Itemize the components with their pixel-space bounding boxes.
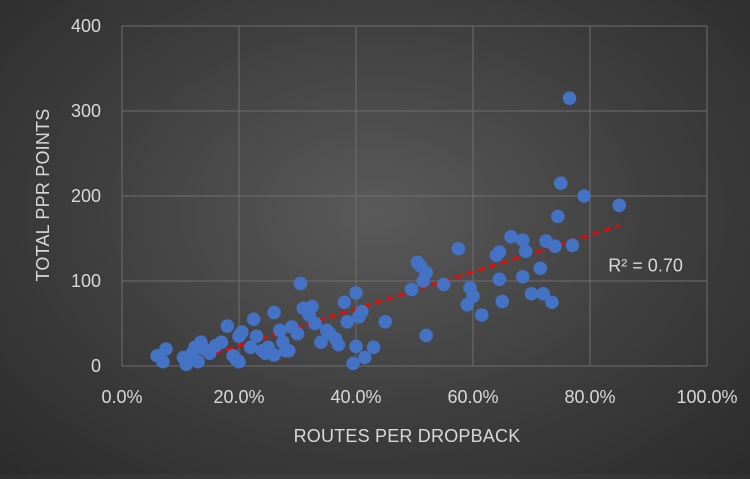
y-axis-ticks: 0 100 200 300 400 [71,16,101,376]
data-point [466,289,480,304]
data-point [612,198,627,213]
data-point [290,326,305,341]
data-point [232,354,246,369]
data-point [504,230,518,244]
data-point [249,329,264,344]
x-tick-label: 60.0% [447,387,498,407]
data-point [179,357,194,372]
data-point [577,189,591,203]
data-point [533,261,548,276]
data-point [451,241,466,256]
data-points [150,91,627,372]
data-point [159,342,173,356]
data-point [404,282,419,297]
gridlines [121,25,708,367]
y-tick-label: 100 [71,271,101,291]
data-point [273,323,287,338]
data-point [349,286,363,300]
data-point [305,299,319,314]
data-point [293,276,308,291]
data-point [548,239,562,253]
data-point [551,209,565,224]
data-point [553,176,568,191]
data-point [214,335,229,350]
data-point [281,343,296,358]
data-point [267,348,281,362]
x-tick-label: 20.0% [213,387,264,407]
data-point [337,295,352,310]
data-point [536,286,550,301]
data-point [246,312,261,327]
data-point [378,315,393,329]
data-point [515,233,530,247]
data-point [220,319,235,333]
data-point [267,305,281,320]
x-tick-label: 80.0% [564,387,615,407]
y-tick-label: 300 [71,101,101,121]
data-point [565,238,580,253]
data-point [349,339,363,354]
data-point [515,269,530,284]
data-point [545,295,559,310]
x-tick-label: 40.0% [330,387,381,407]
data-point [340,315,355,329]
data-point [355,304,369,319]
y-axis-title: TOTAL PPR POINTS [33,109,53,282]
data-point [524,286,539,301]
data-point [492,245,507,259]
x-tick-label: 100.0% [676,387,737,407]
data-point [518,244,533,259]
data-point [492,272,507,287]
data-point [156,354,170,369]
data-point [436,277,451,292]
x-axis-ticks: 0.0% 20.0% 40.0% 60.0% 80.0% 100.0% [101,387,737,407]
y-tick-label: 400 [71,16,101,36]
data-point [243,340,258,355]
data-point [419,265,434,280]
y-tick-label: 200 [71,186,101,206]
r-squared-label: R² = 0.70 [608,256,683,276]
data-point [357,350,372,365]
x-axis-title: ROUTES PER DROPBACK [294,426,521,446]
data-point [562,91,577,106]
data-point [474,308,489,322]
data-point [314,335,328,350]
y-tick-label: 0 [91,356,101,376]
data-point [235,325,249,339]
x-tick-label: 0.0% [101,387,142,407]
data-point [346,356,360,371]
data-point [419,328,434,343]
data-point [495,294,510,309]
data-point [191,354,205,369]
data-point [308,316,322,331]
data-point [331,337,346,352]
data-point [366,340,381,355]
